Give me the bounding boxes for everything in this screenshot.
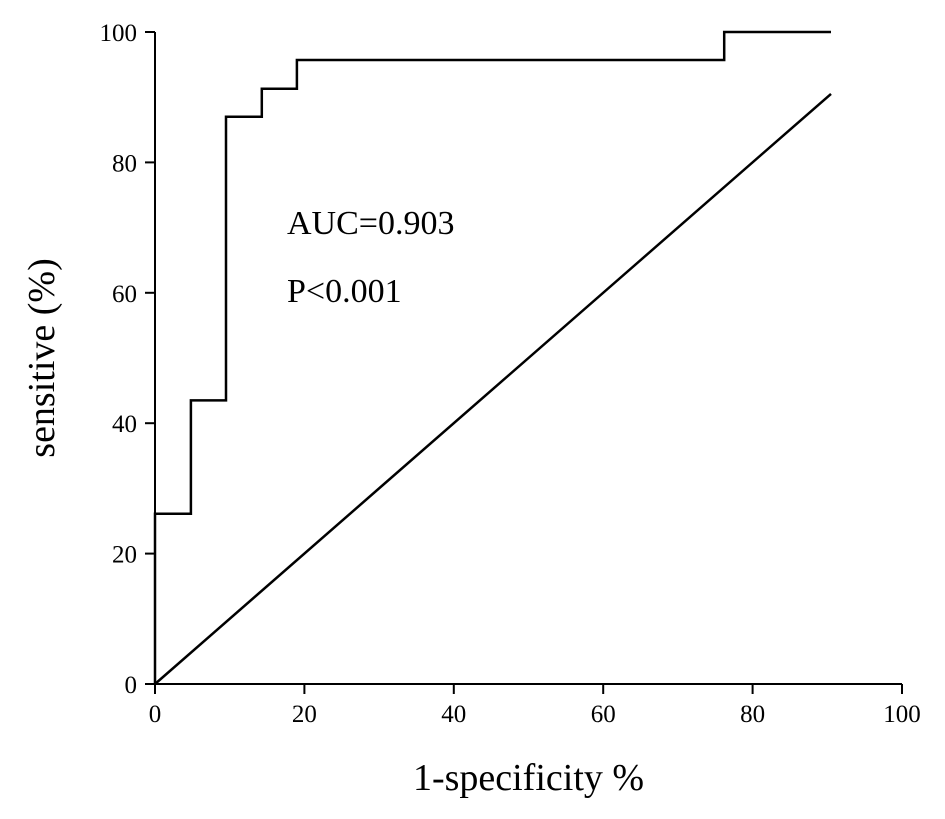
y-tick-label: 80 [112,150,137,177]
y-tick-label: 100 [100,20,138,47]
x-axis-title: 1-specificity % [413,757,644,799]
x-tick-label: 20 [292,701,317,728]
x-tick-label: 40 [441,701,466,728]
y-tick-label: 40 [112,411,137,438]
x-tick-label: 0 [149,701,162,728]
roc-curve-line [153,30,831,684]
y-tick-label: 0 [125,672,138,699]
series [153,30,832,685]
p-value-annotation: P<0.001 [287,273,402,310]
x-tick-label: 80 [740,701,765,728]
reference-diagonal-line [154,92,832,685]
x-tick-label: 100 [883,701,921,728]
x-tick-label: 60 [591,701,616,728]
y-axis-title: sensitive (%) [21,258,63,457]
auc-annotation: AUC=0.903 [287,205,454,242]
y-tick-label: 60 [112,281,137,308]
ticks: 0 20 40 60 80 100 0 20 40 60 80 100 [100,20,921,728]
y-tick-label: 20 [112,542,137,569]
